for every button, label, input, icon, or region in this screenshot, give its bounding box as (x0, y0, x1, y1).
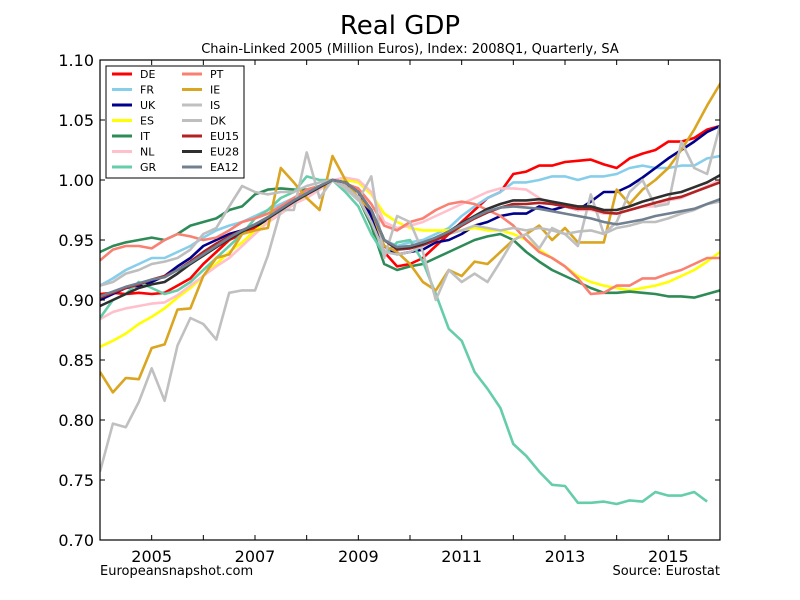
legend-label-ie: IE (210, 84, 220, 97)
y-tick-label: 0.70 (58, 531, 94, 550)
x-tick-label: 2015 (648, 547, 689, 566)
y-tick-label: 0.85 (58, 351, 94, 370)
x-tick-label: 2009 (338, 547, 379, 566)
y-tick-label: 0.80 (58, 411, 94, 430)
chart-subtitle: Chain-Linked 2005 (Million Euros), Index… (201, 42, 619, 57)
chart-title: Real GDP (340, 11, 460, 41)
legend-label-eu15: EU15 (210, 130, 239, 143)
footer-right-source: Source: Eurostat (612, 564, 720, 579)
y-axis: 0.70 0.75 0.80 0.85 0.90 0.95 1.00 1.05 1.10 (58, 51, 720, 550)
series-line-gr (100, 175, 708, 506)
series-line-ea12 (100, 178, 720, 298)
y-tick-label: 1.10 (58, 51, 94, 70)
legend-label-nl: NL (140, 146, 155, 159)
series-line-uk (100, 124, 720, 302)
series-lines (100, 81, 720, 506)
legend-label-gr: GR (140, 161, 157, 174)
y-tick-label: 0.75 (58, 471, 94, 490)
series-line-is (100, 124, 720, 472)
legend-label-pt: PT (210, 68, 224, 81)
legend-label-is: IS (210, 99, 220, 112)
legend-label-eu28: EU28 (210, 146, 239, 159)
legend-label-dk: DK (210, 115, 226, 128)
legend-label-es: ES (140, 115, 154, 128)
x-tick-label: 2007 (235, 547, 276, 566)
x-axis: 2005 2007 2009 2011 2013 2015 (99, 60, 721, 566)
legend: DE FR UK ES IT NL GR PT IE IS DK EU15 EU28 EA12 (105, 65, 245, 179)
y-tick-label: 1.05 (58, 111, 94, 130)
legend-label-de: DE (140, 68, 155, 81)
series-line-ie (100, 81, 720, 394)
y-tick-label: 1.00 (58, 171, 94, 190)
legend-label-ea12: EA12 (210, 161, 238, 174)
legend-label-it: IT (140, 130, 150, 143)
legend-label-fr: FR (140, 84, 154, 97)
legend-label-uk: UK (140, 99, 156, 112)
y-tick-label: 0.95 (58, 231, 94, 250)
y-tick-label: 0.90 (58, 291, 94, 310)
footer-left-credit: Europeansnapshot.com (100, 564, 253, 579)
series-line-eu15 (100, 178, 720, 299)
series-line-fr (100, 154, 720, 287)
series-line-it (100, 178, 720, 299)
x-tick-label: 2013 (545, 547, 586, 566)
x-tick-label: 2005 (131, 547, 172, 566)
x-tick-label: 2011 (441, 547, 482, 566)
series-line-de (100, 124, 720, 296)
